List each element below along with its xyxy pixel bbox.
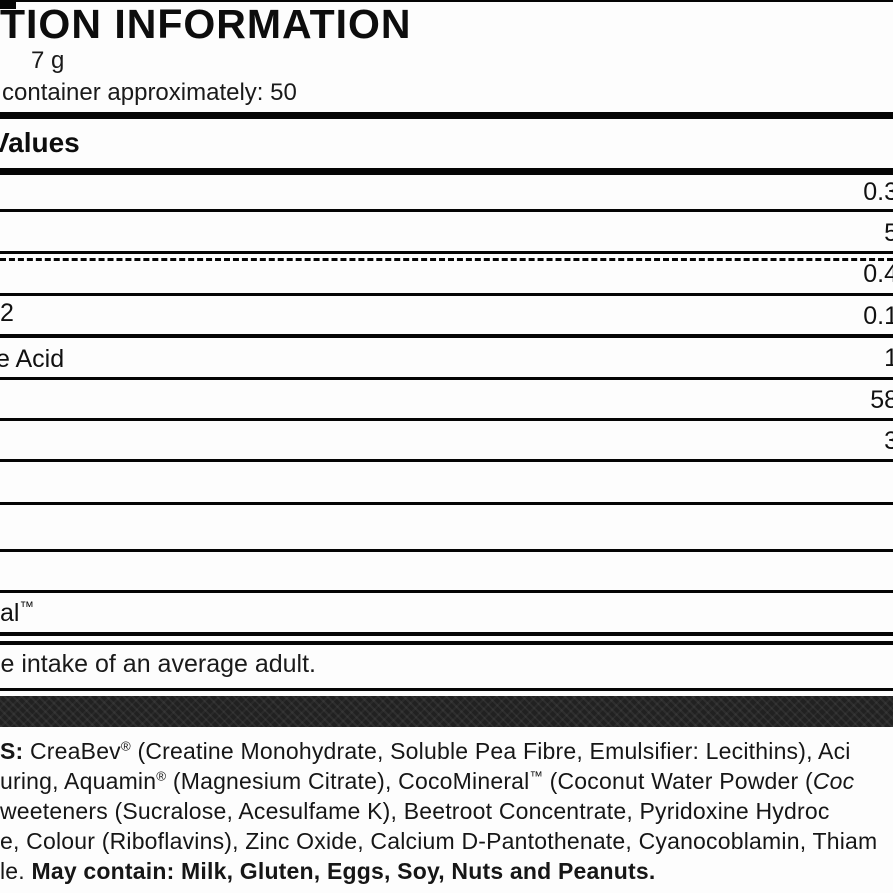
table-row-label: al™ <box>0 599 34 627</box>
row-separator-dashed <box>0 258 893 261</box>
trademark-symbol: ™ <box>19 599 34 616</box>
row-separator <box>0 502 893 505</box>
table-cell-value: 0.1 <box>863 302 893 330</box>
row-separator <box>0 377 893 380</box>
header-thick-rule <box>0 112 893 119</box>
divider-band <box>0 696 893 727</box>
row-separator <box>0 334 893 338</box>
registered-symbol: ® <box>120 738 131 754</box>
table-cell-value: 0.3 <box>863 178 893 206</box>
ingredients-line: e, Colour (Riboflavins), Zinc Oxide, Cal… <box>0 828 878 854</box>
row-separator <box>0 418 893 421</box>
row-separator <box>0 459 893 462</box>
table-row-label: 2 <box>0 299 14 327</box>
trademark-symbol: ™ <box>529 768 544 784</box>
ingredients-prefix: S: <box>0 738 24 764</box>
row-separator-double-top <box>0 632 893 636</box>
row-separator-double-bottom <box>0 641 893 645</box>
page-title: TION INFORMATION <box>0 1 412 47</box>
row-separator <box>0 293 893 296</box>
ingredients-line: S: CreaBev® (Creatine Monohydrate, Solub… <box>0 738 851 764</box>
top-edge-line <box>0 0 893 2</box>
serving-size-text: 7 g <box>31 47 65 74</box>
row-separator <box>0 590 893 593</box>
row-separator <box>0 549 893 552</box>
table-row-label: e Acid <box>0 345 65 373</box>
ingredients-line: weeteners (Sucralose, Acesulfame K), Bee… <box>0 798 830 824</box>
table-cell-value: 0.4 <box>863 260 893 288</box>
top-left-crop-mark <box>0 0 16 9</box>
ingredients-line-allergens: le. May contain: Milk, Gluten, Eggs, Soy… <box>0 858 656 884</box>
table-cell-value: 58 <box>870 386 893 414</box>
table-cell-value: 1 <box>884 344 893 372</box>
footnote-text: ce intake of an average adult. <box>0 650 317 678</box>
servings-per-container-text: container approximately: 50 <box>2 79 297 106</box>
footnote-bottom-rule <box>0 688 893 691</box>
registered-symbol: ® <box>156 768 167 784</box>
table-top-thick-rule <box>0 168 893 175</box>
table-cell-value: 5 <box>884 219 893 247</box>
table-cell-value: 3 <box>884 427 893 455</box>
row-separator <box>0 251 893 254</box>
ingredients-line: uring, Aquamin® (Magnesium Citrate), Coc… <box>0 768 855 794</box>
table-column-header: Values <box>0 127 80 158</box>
latin-name: Coc <box>812 768 855 794</box>
allergen-statement: May contain: Milk, Gluten, Eggs, Soy, Nu… <box>31 858 656 884</box>
row-separator <box>0 209 893 212</box>
